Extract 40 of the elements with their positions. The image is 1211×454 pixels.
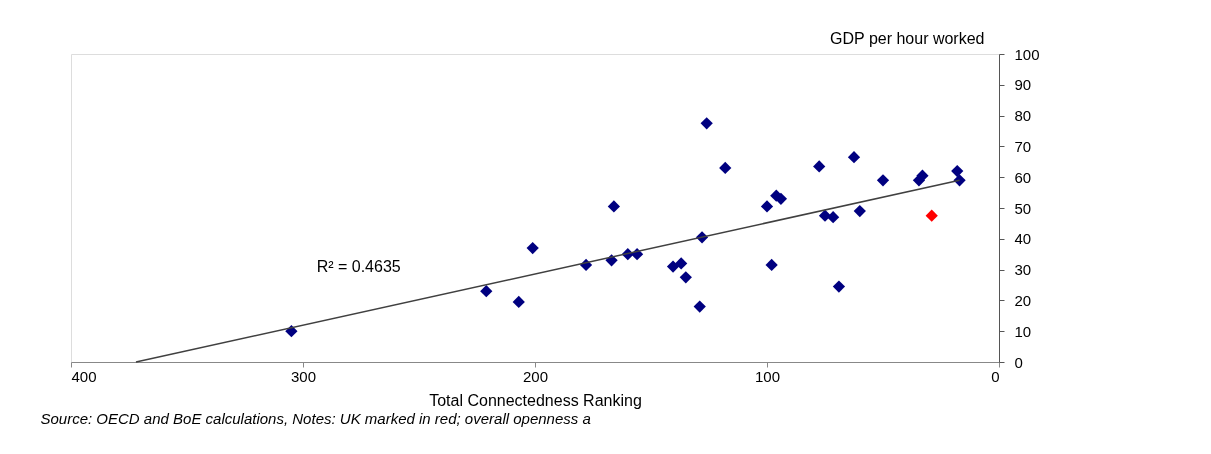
point bbox=[951, 164, 964, 178]
y-axis-title: GDP per hour worked bbox=[830, 29, 985, 47]
point bbox=[925, 209, 938, 222]
y-tick-label: 70 bbox=[1014, 137, 1032, 155]
y-tick-label: 60 bbox=[1014, 168, 1032, 186]
point bbox=[876, 174, 890, 187]
point bbox=[765, 258, 778, 272]
point bbox=[526, 241, 539, 255]
point bbox=[760, 200, 774, 213]
point bbox=[480, 285, 493, 298]
y-tick-label: 0 bbox=[1014, 353, 1023, 371]
y-tick-label: 20 bbox=[1014, 291, 1032, 309]
y-tick-label: 80 bbox=[1014, 107, 1032, 125]
point bbox=[827, 211, 840, 224]
point bbox=[693, 300, 706, 313]
point bbox=[813, 160, 826, 173]
x-tick-label: 200 bbox=[522, 367, 549, 385]
point bbox=[607, 200, 620, 213]
point bbox=[700, 117, 713, 130]
x-axis-title: Total Connectedness Ranking bbox=[429, 391, 642, 409]
point bbox=[853, 204, 866, 218]
y-tick-label: 10 bbox=[1014, 322, 1032, 340]
point bbox=[675, 257, 688, 270]
y-tick-label: 30 bbox=[1014, 261, 1032, 279]
x-tick-label: 0 bbox=[991, 367, 1000, 385]
x-tick-label: 100 bbox=[754, 367, 781, 385]
annotation: R² = 0.4635 bbox=[316, 257, 401, 275]
y-tick-label: 90 bbox=[1014, 76, 1032, 94]
y-tick-label: 100 bbox=[1014, 45, 1040, 63]
point bbox=[512, 295, 525, 309]
point bbox=[719, 161, 732, 175]
point bbox=[832, 280, 846, 293]
point bbox=[666, 260, 680, 273]
point bbox=[847, 151, 861, 164]
y-tick-label: 50 bbox=[1014, 199, 1032, 217]
source-note: Source: OECD and BoE calculations, Notes: UK marked in red; overall openness a bbox=[40, 410, 591, 427]
x-tick-label: 400 bbox=[71, 367, 97, 385]
x-tick-label: 300 bbox=[290, 367, 317, 385]
y-tick-label: 40 bbox=[1014, 230, 1032, 248]
point bbox=[679, 271, 692, 284]
